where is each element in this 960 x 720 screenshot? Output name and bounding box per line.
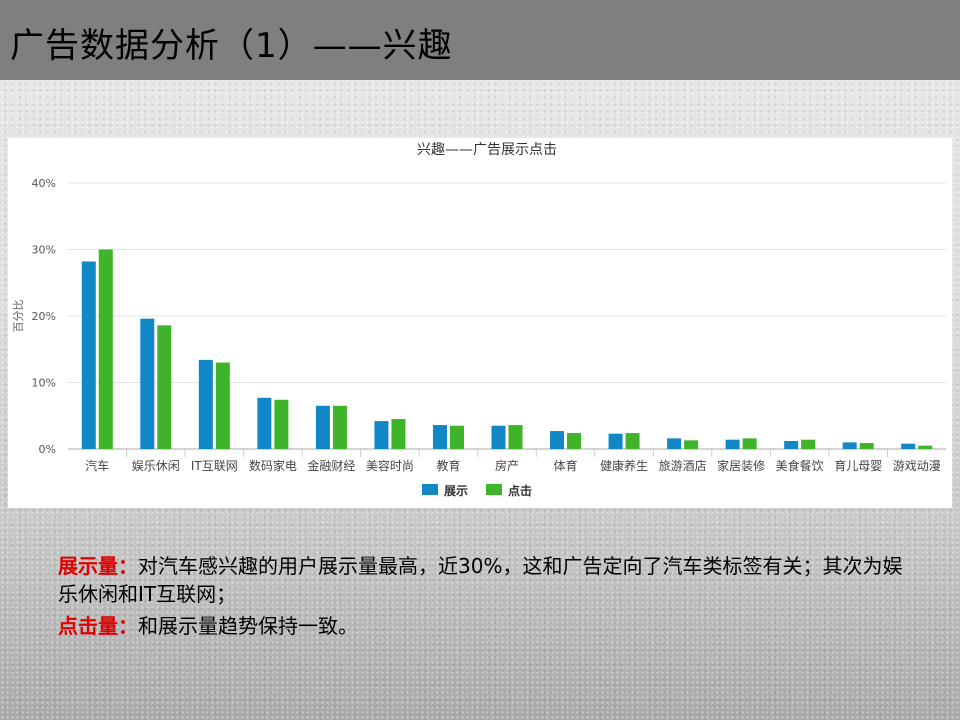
analysis-notes: 展示量：对汽车感兴趣的用户展示量最高，近30%，这和广告定向了汽车类标签有关；其… <box>58 552 918 640</box>
bar-click <box>567 433 582 449</box>
legend-label: 点击 <box>508 483 532 498</box>
bar-click <box>625 433 640 449</box>
bar-click <box>215 362 230 449</box>
slide-title: 广告数据分析（1）——兴趣 <box>10 26 453 66</box>
x-tick-label: 育儿母婴 <box>834 458 882 473</box>
y-tick-label: 30% <box>32 244 56 257</box>
x-tick-label: 房产 <box>495 458 519 473</box>
y-tick-label: 0% <box>39 443 56 456</box>
legend-label: 展示 <box>444 484 468 498</box>
bar-show <box>198 359 213 449</box>
chart-title: 兴趣——广告展示点击 <box>417 142 557 158</box>
y-tick-label: 40% <box>32 177 56 190</box>
legend-swatch <box>486 484 502 495</box>
bar-show <box>81 261 96 449</box>
note-impressions: 展示量：对汽车感兴趣的用户展示量最高，近30%，这和广告定向了汽车类标签有关；其… <box>58 552 918 608</box>
bar-show <box>374 421 389 449</box>
bar-show <box>550 431 565 449</box>
bar-click <box>918 445 933 449</box>
bar-click <box>859 443 874 449</box>
bar-show <box>901 443 916 449</box>
y-tick-label: 10% <box>32 377 56 390</box>
bar-show <box>491 425 506 449</box>
note-keyword-clicks: 点击量： <box>58 614 138 638</box>
x-tick-label: 家居装修 <box>717 458 765 473</box>
bar-show <box>842 442 857 449</box>
note-text-impressions: 对汽车感兴趣的用户展示量最高，近30%，这和广告定向了汽车类标签有关；其次为娱乐… <box>58 554 903 606</box>
x-tick-label: 数码家电 <box>249 458 297 473</box>
bar-show <box>140 318 155 449</box>
x-tick-label: 汽车 <box>85 458 109 473</box>
bar-show <box>432 425 447 449</box>
x-tick-label: 金融财经 <box>307 458 355 473</box>
x-tick-label: 美食餐饮 <box>776 458 824 473</box>
bar-click <box>684 440 699 449</box>
chart-card: 兴趣——广告展示点击 0% 10% 20% 30% 40% 百分比汽车 娱乐休闲 IT互联网 数码… <box>8 138 952 508</box>
x-tick-label: 娱乐休闲 <box>132 459 180 473</box>
x-tick-label: 游戏动漫 <box>893 459 941 473</box>
title-bar: 广告数据分析（1）——兴趣 <box>0 0 960 80</box>
bar-click <box>508 425 523 449</box>
bar-click <box>98 249 113 449</box>
x-tick-label: 健康养生 <box>600 458 648 473</box>
bar-click <box>274 399 289 449</box>
bar-click <box>391 419 406 449</box>
bar-click <box>742 438 757 449</box>
note-clicks: 点击量：和展示量趋势保持一致。 <box>58 612 918 640</box>
bar-click <box>801 439 816 449</box>
x-tick-label: 体育 <box>554 458 578 473</box>
bar-show <box>315 405 330 449</box>
x-tick-label: 旅游酒店 <box>659 459 707 473</box>
x-tick-label: 教育 <box>436 458 460 473</box>
bar-show <box>784 441 799 449</box>
bar-click <box>332 405 347 449</box>
bar-show <box>667 438 682 449</box>
y-axis-label: 百分比 <box>12 300 25 333</box>
note-keyword-impressions: 展示量： <box>58 554 138 578</box>
bar-click <box>449 425 464 449</box>
bar-show <box>725 439 740 449</box>
bar-click <box>157 325 172 449</box>
bar-show <box>608 433 623 449</box>
x-tick-label: IT互联网 <box>191 459 238 473</box>
note-text-clicks: 和展示量趋势保持一致。 <box>138 614 358 638</box>
x-tick-label: 美容时尚 <box>366 458 414 473</box>
legend-swatch <box>422 484 438 495</box>
bar-show <box>257 397 272 449</box>
y-tick-label: 20% <box>32 310 56 323</box>
